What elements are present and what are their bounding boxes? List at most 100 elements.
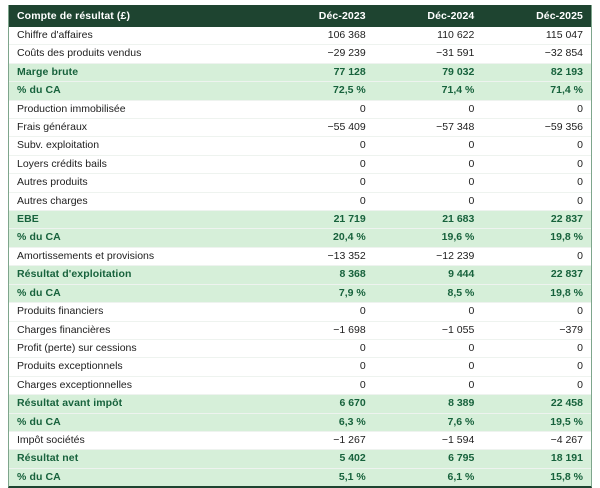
row-value: 106 368 xyxy=(265,27,374,46)
table-row: Loyers crédits bails 0 0 0 xyxy=(9,155,591,175)
row-value: 82 193 xyxy=(482,63,591,83)
table-row: Autres charges 0 0 0 xyxy=(9,192,591,212)
row-value: 110 622 xyxy=(373,27,483,46)
row-value: 0 xyxy=(482,302,591,322)
row-value: 0 xyxy=(482,357,591,377)
row-value: −55 409 xyxy=(265,118,374,138)
row-value: −59 356 xyxy=(482,118,591,138)
row-value: 0 xyxy=(265,192,374,212)
table-row: Profit (perte) sur cessions 0 0 0 xyxy=(9,339,591,359)
row-value: 0 xyxy=(265,339,374,359)
table-row: % du CA 72,5 % 71,4 % 71,4 % xyxy=(9,81,591,101)
row-value: 0 xyxy=(482,136,591,156)
row-label: Autres produits xyxy=(9,173,266,193)
row-value: 115 047 xyxy=(482,27,591,46)
row-value: 19,5 % xyxy=(482,413,591,432)
row-label: % du CA xyxy=(9,81,266,101)
row-value: 15,8 % xyxy=(482,468,591,487)
row-value: 77 128 xyxy=(265,63,374,83)
row-value: 0 xyxy=(482,376,591,396)
row-value: 18 191 xyxy=(482,449,591,469)
table-header-row: Compte de résultat (£) Déc-2023 Déc-2024… xyxy=(9,5,591,27)
row-value: 22 837 xyxy=(482,210,591,230)
table-row: % du CA 6,3 % 7,6 % 19,5 % xyxy=(9,413,591,432)
row-value: 6 670 xyxy=(265,394,374,414)
row-value: 19,8 % xyxy=(482,284,591,304)
row-value: −1 055 xyxy=(373,321,483,340)
row-label: Résultat d'exploitation xyxy=(9,265,266,285)
table-row: Produits financiers 0 0 0 xyxy=(9,302,591,322)
table-header: Compte de résultat (£) Déc-2023 Déc-2024… xyxy=(9,5,591,27)
row-value: 0 xyxy=(482,100,591,120)
table-row: Production immobilisée 0 0 0 xyxy=(9,100,591,120)
row-value: 0 xyxy=(373,136,483,156)
table-row: Subv. exploitation 0 0 0 xyxy=(9,136,591,156)
row-value: 0 xyxy=(482,155,591,175)
column-header-label: Compte de résultat (£) xyxy=(9,5,266,27)
row-label: Production immobilisée xyxy=(9,100,266,120)
column-header-dec-2024: Déc-2024 xyxy=(373,5,483,27)
row-value: −31 591 xyxy=(373,44,483,64)
table-row: Produits exceptionnels 0 0 0 xyxy=(9,357,591,377)
row-label: Loyers crédits bails xyxy=(9,155,266,175)
row-value: 0 xyxy=(265,376,374,396)
row-value: 21 719 xyxy=(265,210,374,230)
row-value: −1 594 xyxy=(373,431,483,451)
row-value: 0 xyxy=(373,192,483,212)
row-label: Frais généraux xyxy=(9,118,266,138)
row-value: 71,4 % xyxy=(482,81,591,101)
row-value: 0 xyxy=(373,357,483,377)
row-value: 9 444 xyxy=(373,265,483,285)
row-value: 6,1 % xyxy=(373,468,483,487)
row-value: 0 xyxy=(265,302,374,322)
table-row: % du CA 20,4 % 19,6 % 19,8 % xyxy=(9,228,591,248)
row-value: 0 xyxy=(265,136,374,156)
table-row: % du CA 7,9 % 8,5 % 19,8 % xyxy=(9,284,591,304)
row-label: Subv. exploitation xyxy=(9,136,266,156)
row-label: Chiffre d'affaires xyxy=(9,27,266,46)
table-row: Amortissements et provisions −13 352 −12 2… xyxy=(9,247,591,267)
row-label: Charges financières xyxy=(9,321,266,340)
column-header-dec-2025: Déc-2025 xyxy=(482,5,591,27)
row-label: Profit (perte) sur cessions xyxy=(9,339,266,359)
row-value: 19,6 % xyxy=(373,228,483,248)
row-label: Résultat avant impôt xyxy=(9,394,266,414)
row-value: 8 389 xyxy=(373,394,483,414)
table-row: Coûts des produits vendus −29 239 −31 591−… xyxy=(9,44,591,64)
row-label: % du CA xyxy=(9,284,266,304)
table-row: Résultat avant impôt 6 670 8 389 22 458 xyxy=(9,394,591,414)
row-value: −1 698 xyxy=(265,321,374,340)
row-value: 19,8 % xyxy=(482,228,591,248)
row-value: 8 368 xyxy=(265,265,374,285)
table-row: Charges financières −1 698 −1 055 −379 xyxy=(9,321,591,340)
row-value: 5,1 % xyxy=(265,468,374,487)
row-value: 6,3 % xyxy=(265,413,374,432)
table-body: Chiffre d'affaires 106 368 110 622 115 047 C… xyxy=(9,27,591,487)
row-value: 8,5 % xyxy=(373,284,483,304)
row-value: 0 xyxy=(373,376,483,396)
row-value: −57 348 xyxy=(373,118,483,138)
table-row: Charges exceptionnelles 0 0 0 xyxy=(9,376,591,396)
income-statement-table: Compte de résultat (£) Déc-2023 Déc-2024… xyxy=(9,5,591,487)
row-value: −13 352 xyxy=(265,247,374,267)
row-value: 22 458 xyxy=(482,394,591,414)
row-value: 72,5 % xyxy=(265,81,374,101)
row-label: Charges exceptionnelles xyxy=(9,376,266,396)
row-value: 71,4 % xyxy=(373,81,483,101)
row-label: EBE xyxy=(9,210,266,230)
row-value: 0 xyxy=(373,302,483,322)
row-value: 0 xyxy=(482,339,591,359)
row-label: Marge brute xyxy=(9,63,266,83)
row-value: 21 683 xyxy=(373,210,483,230)
table-row: Impôt sociétés −1 267 −1 594 −4 267 xyxy=(9,431,591,451)
income-statement-table-container: Compte de résultat (£) Déc-2023 Déc-2024… xyxy=(8,5,592,488)
row-value: 0 xyxy=(265,100,374,120)
row-label: Impôt sociétés xyxy=(9,431,266,451)
row-label: Amortissements et provisions xyxy=(9,247,266,267)
table-row: EBE 21 719 21 683 22 837 xyxy=(9,210,591,230)
table-row: % du CA 5,1 % 6,1 % 15,8 % xyxy=(9,468,591,487)
table-row: Résultat d'exploitation 8 368 9 444 22 837 xyxy=(9,265,591,285)
row-label: Coûts des produits vendus xyxy=(9,44,266,64)
table-row: Frais généraux −55 409 −57 348 −59 356 xyxy=(9,118,591,138)
row-value: −12 239 xyxy=(373,247,483,267)
